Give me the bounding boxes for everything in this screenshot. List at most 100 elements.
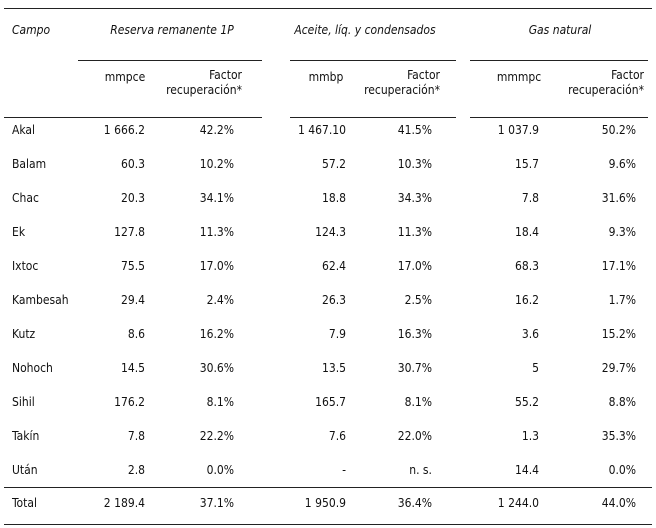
rule bbox=[4, 8, 652, 9]
column-header: Aceite, líq. y condensados bbox=[294, 23, 436, 37]
row-cell: 2.8 bbox=[127, 463, 145, 477]
row-label: Balam bbox=[12, 157, 47, 171]
row-cell: 50.2% bbox=[601, 123, 636, 137]
row-cell: 14.4 bbox=[514, 463, 539, 477]
row-cell: 16.2% bbox=[199, 327, 234, 341]
subcolumn-header: mmmpc bbox=[496, 70, 542, 84]
total-cell: 36.4% bbox=[397, 496, 432, 510]
row-cell: 0.0% bbox=[206, 463, 234, 477]
row-cell: 15.7 bbox=[514, 157, 539, 171]
row-label: Kutz bbox=[12, 327, 36, 341]
row-cell: 29.4 bbox=[120, 293, 145, 307]
row-cell: 8.8% bbox=[608, 395, 636, 409]
total-label: Total bbox=[12, 496, 38, 510]
rule bbox=[4, 117, 262, 118]
row-cell: 35.3% bbox=[601, 429, 636, 443]
row-cell: 7.6 bbox=[328, 429, 346, 443]
row-cell: 7.9 bbox=[328, 327, 346, 341]
row-cell: 5 bbox=[532, 361, 539, 375]
row-cell: 17.1% bbox=[601, 259, 636, 273]
row-cell: 9.3% bbox=[608, 225, 636, 239]
row-cell: 14.5 bbox=[120, 361, 145, 375]
row-label: Takín bbox=[12, 429, 40, 443]
row-cell: 29.7% bbox=[601, 361, 636, 375]
row-cell: 30.7% bbox=[397, 361, 432, 375]
row-cell: 10.2% bbox=[199, 157, 234, 171]
row-cell: 127.8 bbox=[114, 225, 145, 239]
row-cell: 16.2 bbox=[514, 293, 539, 307]
row-cell: 34.3% bbox=[397, 191, 432, 205]
total-cell: 1 950.9 bbox=[304, 496, 346, 510]
row-cell: 8.6 bbox=[127, 327, 145, 341]
row-cell: 57.2 bbox=[321, 157, 346, 171]
row-cell: 22.2% bbox=[199, 429, 234, 443]
row-cell: 8.1% bbox=[206, 395, 234, 409]
row-cell: 11.3% bbox=[397, 225, 432, 239]
row-cell: 7.8 bbox=[127, 429, 145, 443]
column-header: Campo bbox=[12, 23, 51, 37]
row-cell: 8.1% bbox=[404, 395, 432, 409]
row-cell: 34.1% bbox=[199, 191, 234, 205]
row-cell: 3.6 bbox=[521, 327, 539, 341]
total-cell: 1 244.0 bbox=[497, 496, 539, 510]
row-cell: 16.3% bbox=[397, 327, 432, 341]
row-cell: 10.3% bbox=[397, 157, 432, 171]
rule bbox=[4, 524, 652, 525]
row-cell: 1 666.2 bbox=[103, 123, 145, 137]
row-cell: n. s. bbox=[409, 463, 432, 477]
subcolumn-header: mmpce bbox=[104, 70, 146, 84]
row-cell: 26.3 bbox=[321, 293, 346, 307]
row-cell: 18.4 bbox=[514, 225, 539, 239]
subcolumn-header: Factor recuperación* bbox=[364, 68, 440, 97]
row-cell: 18.8 bbox=[321, 191, 346, 205]
row-cell: 1 467.10 bbox=[297, 123, 346, 137]
row-cell: 124.3 bbox=[315, 225, 346, 239]
rule bbox=[78, 60, 262, 61]
row-cell: 13.5 bbox=[321, 361, 346, 375]
row-cell: 9.6% bbox=[608, 157, 636, 171]
row-cell: 176.2 bbox=[114, 395, 145, 409]
row-cell: 42.2% bbox=[199, 123, 234, 137]
row-cell: 2.4% bbox=[206, 293, 234, 307]
row-label: Nohoch bbox=[12, 361, 53, 375]
row-label: Ek bbox=[12, 225, 26, 239]
row-cell: 1.7% bbox=[608, 293, 636, 307]
column-header: Reserva remanente 1P bbox=[110, 23, 234, 37]
row-label: Akal bbox=[12, 123, 36, 137]
row-cell: 75.5 bbox=[120, 259, 145, 273]
total-cell: 44.0% bbox=[601, 496, 636, 510]
subcolumn-header: Factor recuperación* bbox=[568, 68, 644, 97]
row-cell: 1 037.9 bbox=[497, 123, 539, 137]
row-label: Után bbox=[12, 463, 38, 477]
rule bbox=[290, 60, 456, 61]
row-cell: 15.2% bbox=[601, 327, 636, 341]
row-cell: 22.0% bbox=[397, 429, 432, 443]
row-label: Kambesah bbox=[12, 293, 69, 307]
row-cell: 20.3 bbox=[120, 191, 145, 205]
total-cell: 37.1% bbox=[199, 496, 234, 510]
row-cell: 41.5% bbox=[397, 123, 432, 137]
rule bbox=[4, 487, 652, 488]
row-cell: 31.6% bbox=[601, 191, 636, 205]
row-cell: 55.2 bbox=[514, 395, 539, 409]
row-cell: - bbox=[342, 463, 346, 477]
subcolumn-header: Factor recuperación* bbox=[166, 68, 242, 97]
row-cell: 0.0% bbox=[608, 463, 636, 477]
row-cell: 165.7 bbox=[315, 395, 346, 409]
row-cell: 1.3 bbox=[521, 429, 539, 443]
rule bbox=[290, 117, 456, 118]
row-cell: 60.3 bbox=[120, 157, 145, 171]
subcolumn-header: mmbp bbox=[308, 70, 344, 84]
row-cell: 7.8 bbox=[521, 191, 539, 205]
row-cell: 2.5% bbox=[404, 293, 432, 307]
rule bbox=[470, 117, 648, 118]
column-header: Gas natural bbox=[528, 23, 592, 37]
row-cell: 30.6% bbox=[199, 361, 234, 375]
row-cell: 17.0% bbox=[397, 259, 432, 273]
row-label: Chac bbox=[12, 191, 39, 205]
total-cell: 2 189.4 bbox=[103, 496, 145, 510]
row-cell: 62.4 bbox=[321, 259, 346, 273]
row-label: Ixtoc bbox=[12, 259, 39, 273]
row-cell: 11.3% bbox=[199, 225, 234, 239]
